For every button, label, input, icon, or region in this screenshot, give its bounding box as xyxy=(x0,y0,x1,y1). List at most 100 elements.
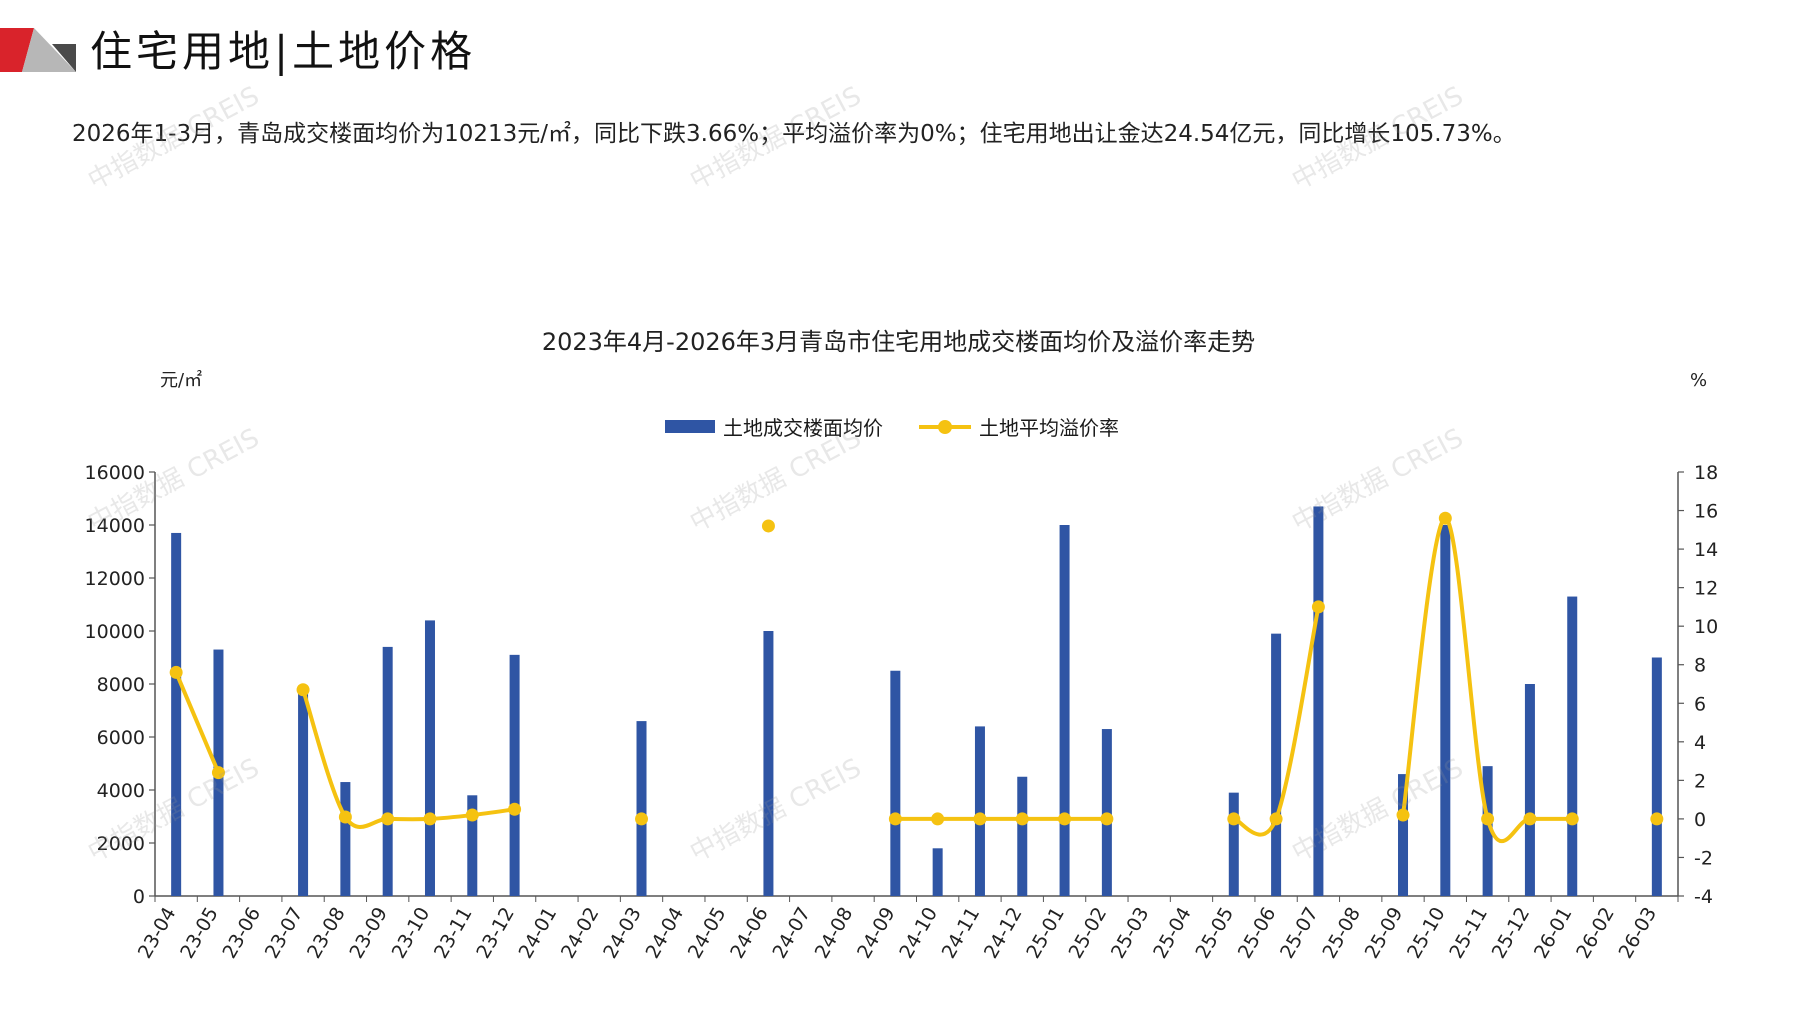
right-axis-unit: % xyxy=(1690,370,1708,391)
x-tick-label: 25-03 xyxy=(1107,904,1154,963)
x-tick-label: 25-06 xyxy=(1234,904,1281,963)
premium-rate-point xyxy=(1311,600,1325,614)
left-axis-unit: 元/㎡ xyxy=(160,370,203,391)
price-bar xyxy=(340,782,351,896)
price-bar xyxy=(467,795,478,896)
price-bar xyxy=(1440,525,1451,896)
right-tick-label: 2 xyxy=(1694,770,1706,792)
premium-rate-point xyxy=(465,808,479,822)
premium-rate-point xyxy=(1015,812,1029,826)
right-tick-label: 18 xyxy=(1694,462,1718,484)
left-tick-label: 6000 xyxy=(97,727,145,749)
premium-rate-point xyxy=(1396,808,1410,822)
price-bar xyxy=(890,670,901,896)
left-tick-label: 0 xyxy=(133,886,145,908)
price-bar xyxy=(298,689,309,896)
premium-rate-point xyxy=(1523,812,1537,826)
price-bar xyxy=(509,654,520,896)
x-tick-label: 24-05 xyxy=(684,904,731,963)
premium-rate-point xyxy=(338,810,352,824)
right-tick-label: 14 xyxy=(1694,539,1718,561)
x-tick-label: 23-12 xyxy=(472,904,519,963)
left-tick-label: 4000 xyxy=(97,780,145,802)
left-tick-label: 10000 xyxy=(85,621,145,643)
x-tick-label: 25-09 xyxy=(1361,904,1408,963)
premium-rate-point xyxy=(635,812,649,826)
premium-rate-point xyxy=(1100,812,1114,826)
x-tick-label: 25-12 xyxy=(1488,904,1535,963)
logo-gray-shape xyxy=(22,28,76,72)
x-tick-label: 24-06 xyxy=(726,904,773,963)
premium-rate-point xyxy=(1481,812,1495,826)
premium-rate-point xyxy=(1438,511,1452,525)
x-tick-label: 24-02 xyxy=(557,904,604,963)
premium-rate-point xyxy=(1565,812,1579,826)
left-tick-label: 8000 xyxy=(97,674,145,696)
legend-item-bar: 土地成交楼面均价 xyxy=(665,412,883,441)
x-tick-label: 23-09 xyxy=(345,904,392,963)
price-bar xyxy=(763,631,774,896)
premium-rate-point xyxy=(1650,812,1664,826)
left-tick-label: 14000 xyxy=(85,515,145,537)
x-tick-label: 23-07 xyxy=(261,904,308,963)
premium-rate-point xyxy=(1058,812,1072,826)
premium-rate-point xyxy=(761,519,775,533)
price-bar xyxy=(1228,792,1239,896)
legend-bar-swatch xyxy=(665,420,715,433)
premium-rate-point xyxy=(296,683,310,697)
x-tick-label: 23-08 xyxy=(303,904,350,963)
page-title: 住宅用地|土地价格 xyxy=(90,27,477,76)
x-tick-label: 25-11 xyxy=(1445,904,1492,963)
premium-rate-point xyxy=(381,812,395,826)
chart-title: 2023年4月-2026年3月青岛市住宅用地成交楼面均价及溢价率走势 xyxy=(541,328,1256,356)
legend-bar-label: 土地成交楼面均价 xyxy=(723,416,883,440)
price-bar xyxy=(1017,776,1028,896)
price-bar xyxy=(1271,633,1282,896)
x-tick-label: 23-04 xyxy=(134,904,181,963)
x-tick-label: 26-02 xyxy=(1572,904,1619,963)
x-tick-label: 24-11 xyxy=(938,903,985,962)
x-tick-label: 25-08 xyxy=(1318,904,1365,963)
x-tick-label: 23-05 xyxy=(176,904,223,963)
right-tick-label: 0 xyxy=(1694,809,1706,831)
x-tick-label: 24-04 xyxy=(641,904,688,963)
x-tick-label: 24-09 xyxy=(853,904,900,963)
price-bar xyxy=(1524,684,1535,896)
x-tick-label: 25-07 xyxy=(1276,904,1323,963)
legend-item-line: 土地平均溢价率 xyxy=(919,412,1119,441)
premium-rate-point xyxy=(973,812,987,826)
right-tick-label: 4 xyxy=(1694,732,1706,754)
price-bar xyxy=(171,532,182,896)
x-tick-label: 24-10 xyxy=(895,904,942,963)
premium-rate-point xyxy=(1227,812,1241,826)
price-bar xyxy=(1059,525,1070,896)
premium-rate-line xyxy=(174,671,221,774)
right-tick-label: 16 xyxy=(1694,501,1718,523)
x-tick-label: 25-05 xyxy=(1191,904,1238,963)
right-tick-label: 10 xyxy=(1694,616,1718,638)
x-tick-label: 25-01 xyxy=(1022,904,1069,963)
premium-rate-line xyxy=(301,689,515,829)
left-tick-label: 12000 xyxy=(85,568,145,590)
left-tick-label: 2000 xyxy=(97,833,145,855)
price-bar xyxy=(1398,774,1409,896)
logo-red-shape xyxy=(0,28,34,72)
right-tick-label: 6 xyxy=(1694,693,1706,715)
price-bar xyxy=(424,620,435,896)
x-tick-label: 23-11 xyxy=(430,904,477,963)
right-tick-label: -4 xyxy=(1694,886,1713,908)
right-tick-label: 12 xyxy=(1694,578,1718,600)
x-tick-label: 23-10 xyxy=(388,904,435,963)
x-tick-label: 25-04 xyxy=(1149,904,1196,963)
price-bar xyxy=(1567,596,1578,896)
logo-dark-shape xyxy=(52,44,76,72)
premium-rate-point xyxy=(931,812,945,826)
price-bar xyxy=(382,646,393,896)
legend-line-swatch xyxy=(919,419,971,434)
premium-rate-point xyxy=(423,812,437,826)
price-bar xyxy=(974,726,985,896)
x-tick-label: 23-06 xyxy=(218,904,265,963)
right-tick-label: -2 xyxy=(1694,847,1713,869)
premium-rate-point xyxy=(169,665,183,679)
